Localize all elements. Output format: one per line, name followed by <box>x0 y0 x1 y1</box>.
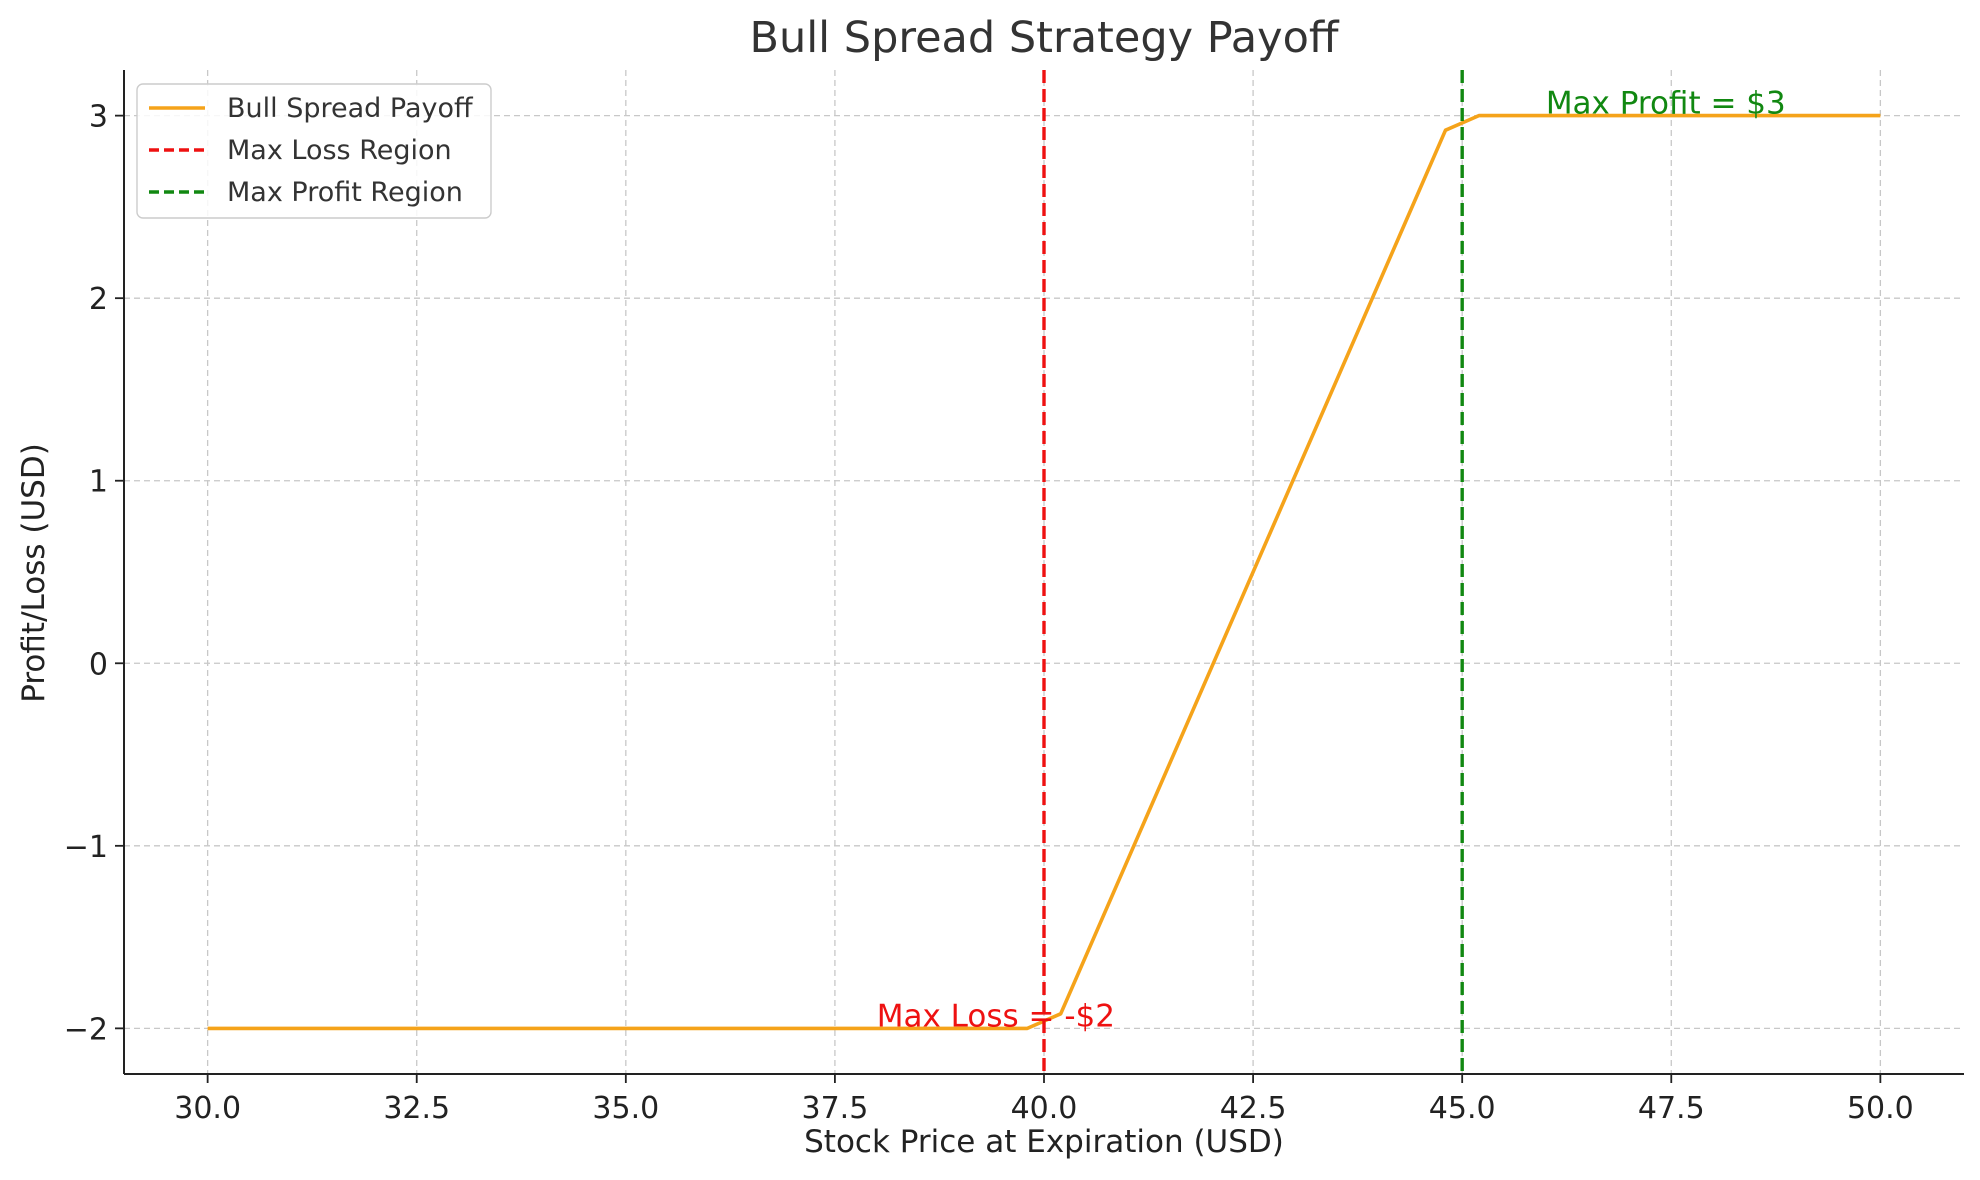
y-tick-label: 2 <box>89 282 108 317</box>
y-tick-label: 0 <box>89 647 108 682</box>
x-tick-label: 50.0 <box>1847 1091 1914 1126</box>
x-tick-label: 32.5 <box>383 1091 450 1126</box>
y-tick-label: 1 <box>89 465 108 500</box>
legend-box <box>136 83 492 219</box>
x-tick-label: 40.0 <box>1011 1091 1078 1126</box>
series-line-bull-spread-payoff <box>207 113 1881 1031</box>
legend-label: Max Profit Region <box>227 177 463 208</box>
legend-label: Max Loss Region <box>227 135 452 166</box>
x-tick-label: 35.0 <box>592 1091 659 1126</box>
y-tick-label: −2 <box>64 1012 108 1047</box>
x-tick-label: 45.0 <box>1429 1091 1496 1126</box>
annotations: Max Loss = -$2 Max Profit = $3 <box>877 86 1786 1035</box>
max-loss-annotation: Max Loss = -$2 <box>877 998 1115 1034</box>
max-profit-annotation: Max Profit = $3 <box>1546 86 1786 122</box>
x-tick-label: 37.5 <box>802 1091 869 1126</box>
x-tick-label: 47.5 <box>1638 1091 1705 1126</box>
chart-title: Bull Spread Strategy Payoff <box>749 13 1339 63</box>
vlines-layer <box>1042 70 1464 1074</box>
y-tick-label: −1 <box>64 830 108 865</box>
legend: Bull Spread Payoff Max Loss Region Max Pro… <box>136 83 492 219</box>
series-layer <box>207 113 1881 1031</box>
x-axis-label: Stock Price at Expiration (USD) <box>804 1124 1284 1160</box>
legend-label: Bull Spread Payoff <box>227 93 474 124</box>
y-axis-label: Profit/Loss (USD) <box>16 443 52 703</box>
y-tick-label: 3 <box>89 100 108 135</box>
ticks: 30.0 32.5 35.0 37.5 40.0 42.5 45.0 47.5 50.0 −2 −1… <box>64 100 1914 1126</box>
x-tick-label: 42.5 <box>1220 1091 1287 1126</box>
x-tick-label: 30.0 <box>174 1091 241 1126</box>
